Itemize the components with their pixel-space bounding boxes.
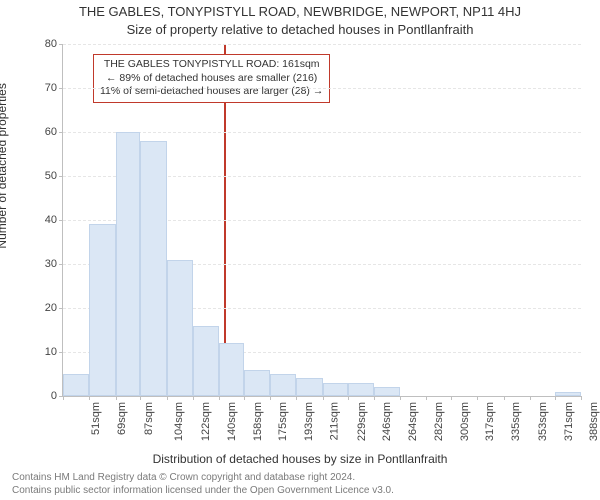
x-tick-mark (270, 396, 271, 400)
x-tick: 229sqm (356, 402, 368, 441)
y-tick: 60 (45, 126, 57, 138)
x-tick-mark (426, 396, 427, 400)
histogram-bar (270, 374, 296, 396)
x-tick-mark (504, 396, 505, 400)
x-tick: 158sqm (252, 402, 264, 441)
gridline (63, 132, 581, 133)
x-tick-mark (477, 396, 478, 400)
x-tick: 335sqm (511, 402, 523, 441)
x-tick-mark (116, 396, 117, 400)
x-tick-mark (451, 396, 452, 400)
y-tick: 50 (45, 170, 57, 182)
x-tick: 104sqm (173, 402, 185, 441)
histogram-bar (374, 387, 400, 396)
x-tick-mark (140, 396, 141, 400)
x-tick: 122sqm (200, 402, 212, 441)
x-tick: 87sqm (143, 402, 155, 435)
x-tick: 193sqm (303, 402, 315, 441)
x-tick: 246sqm (381, 402, 393, 441)
x-tick-mark (374, 396, 375, 400)
x-tick-mark (193, 396, 194, 400)
histogram-bar (244, 370, 270, 396)
gridline (63, 44, 581, 45)
x-tick-mark (167, 396, 168, 400)
histogram-bar (89, 224, 115, 396)
x-tick-mark (219, 396, 220, 400)
y-tick: 10 (45, 346, 57, 358)
histogram-bar (348, 383, 374, 396)
chart-title-sub: Size of property relative to detached ho… (0, 22, 600, 37)
x-tick-mark (581, 396, 582, 400)
x-tick: 175sqm (277, 402, 289, 441)
x-tick-mark (63, 396, 64, 400)
x-tick: 51sqm (90, 402, 102, 435)
annotation-box: THE GABLES TONYPISTYLL ROAD: 161sqm ← 89… (93, 54, 330, 103)
x-tick: 353sqm (537, 402, 549, 441)
x-tick: 317sqm (484, 402, 496, 441)
x-tick: 371sqm (563, 402, 575, 441)
histogram-bar (193, 326, 219, 396)
y-tick: 40 (45, 214, 57, 226)
plot-area: THE GABLES TONYPISTYLL ROAD: 161sqm ← 89… (62, 44, 581, 397)
gridline (63, 88, 581, 89)
histogram-bar (116, 132, 141, 396)
chart-title-main: THE GABLES, TONYPISTYLL ROAD, NEWBRIDGE,… (0, 4, 600, 19)
x-tick-mark (530, 396, 531, 400)
histogram-bar (296, 378, 322, 396)
y-tick: 20 (45, 302, 57, 314)
histogram-bar (323, 383, 348, 396)
x-tick-mark (555, 396, 556, 400)
histogram-bar (555, 392, 581, 396)
y-tick: 0 (51, 390, 57, 402)
x-tick: 300sqm (459, 402, 471, 441)
footer-line1: Contains HM Land Registry data © Crown c… (12, 472, 394, 485)
annotation-line1: THE GABLES TONYPISTYLL ROAD: 161sqm (100, 58, 323, 72)
histogram-bar (167, 260, 193, 396)
x-tick-mark (296, 396, 297, 400)
x-tick: 69sqm (116, 402, 128, 435)
x-tick: 140sqm (226, 402, 238, 441)
footer-attribution: Contains HM Land Registry data © Crown c… (12, 472, 394, 497)
x-tick: 388sqm (588, 402, 600, 441)
y-tick: 80 (45, 38, 57, 50)
y-tick: 70 (45, 82, 57, 94)
x-tick-mark (348, 396, 349, 400)
x-tick-mark (89, 396, 90, 400)
x-tick-mark (244, 396, 245, 400)
footer-line2: Contains public sector information licen… (12, 485, 394, 498)
x-tick-mark (400, 396, 401, 400)
x-tick: 282sqm (433, 402, 445, 441)
x-tick: 211sqm (329, 402, 341, 440)
histogram-bar (63, 374, 89, 396)
annotation-line2: ← 89% of detached houses are smaller (21… (100, 72, 323, 86)
chart-container: THE GABLES, TONYPISTYLL ROAD, NEWBRIDGE,… (0, 0, 600, 500)
x-tick-mark (323, 396, 324, 400)
histogram-bar (219, 343, 244, 396)
x-axis-label: Distribution of detached houses by size … (0, 452, 600, 466)
histogram-bar (140, 141, 166, 396)
y-axis-label: Number of detached properties (0, 83, 9, 248)
y-tick: 30 (45, 258, 57, 270)
x-tick: 264sqm (407, 402, 419, 441)
